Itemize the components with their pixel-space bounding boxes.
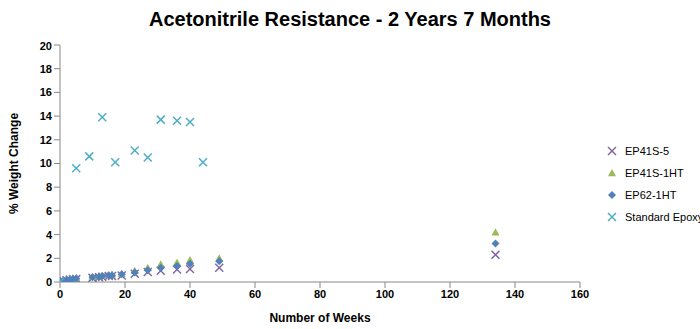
svg-text:0: 0 [57, 288, 63, 300]
svg-text:160: 160 [571, 288, 589, 300]
html-text:EP62-1HT: EP62-1HT [625, 189, 677, 201]
svg-text:80: 80 [314, 288, 326, 300]
html-text:Acetonitrile Resistance - 2 Ye: Acetonitrile Resistance - 2 Years 7 Mont… [149, 8, 551, 30]
svg-text:12: 12 [40, 134, 52, 146]
html-text:EP41S-5: EP41S-5 [625, 145, 669, 157]
svg-text:40: 40 [184, 288, 196, 300]
svg-text:0: 0 [46, 276, 52, 288]
svg-text:4: 4 [46, 229, 53, 241]
svg-text:10: 10 [40, 157, 52, 169]
html-text:EP41S-1HT: EP41S-1HT [625, 167, 684, 179]
svg-text:60: 60 [249, 288, 261, 300]
svg-text:% Weight Change: % Weight Change [8, 113, 21, 214]
svg-text:8: 8 [46, 181, 52, 193]
svg-text:18: 18 [40, 63, 52, 75]
svg-text:120: 120 [441, 288, 459, 300]
svg-text:20: 20 [119, 288, 131, 300]
svg-text:2: 2 [46, 252, 52, 264]
svg-text:16: 16 [40, 86, 52, 98]
svg-text:14: 14 [40, 110, 53, 122]
svg-text:100: 100 [376, 288, 394, 300]
svg-text:140: 140 [506, 288, 524, 300]
svg-text:Number of Weeks: Number of Weeks [269, 311, 370, 325]
svg-text:6: 6 [46, 205, 52, 217]
svg-text:20: 20 [40, 40, 52, 52]
